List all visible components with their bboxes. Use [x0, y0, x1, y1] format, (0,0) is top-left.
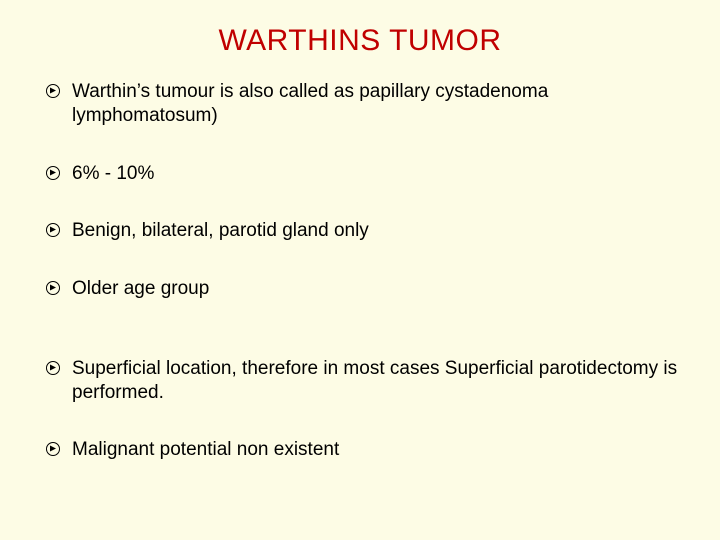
- bullet-text: Older age group: [72, 278, 209, 299]
- bullet-list: Warthin’s tumour is also called as papil…: [40, 80, 680, 462]
- bullet-text: 6% - 10%: [72, 163, 154, 184]
- list-item: 6% - 10%: [40, 162, 680, 186]
- slide-title: WARTHINS TUMOR: [40, 24, 680, 58]
- bullet-text: Benign, bilateral, parotid gland only: [72, 220, 369, 241]
- slide: WARTHINS TUMOR Warthin’s tumour is also …: [0, 0, 720, 540]
- bullet-text: Warthin’s tumour is also called as papil…: [72, 81, 548, 126]
- bullet-text: Malignant potential non existent: [72, 439, 339, 460]
- list-item: Malignant potential non existent: [40, 438, 680, 462]
- list-item: Benign, bilateral, parotid gland only: [40, 219, 680, 243]
- list-item: Older age group: [40, 277, 680, 301]
- bullet-text: Superficial location, therefore in most …: [72, 358, 677, 403]
- list-item: Warthin’s tumour is also called as papil…: [40, 80, 680, 128]
- list-item: Superficial location, therefore in most …: [40, 357, 680, 405]
